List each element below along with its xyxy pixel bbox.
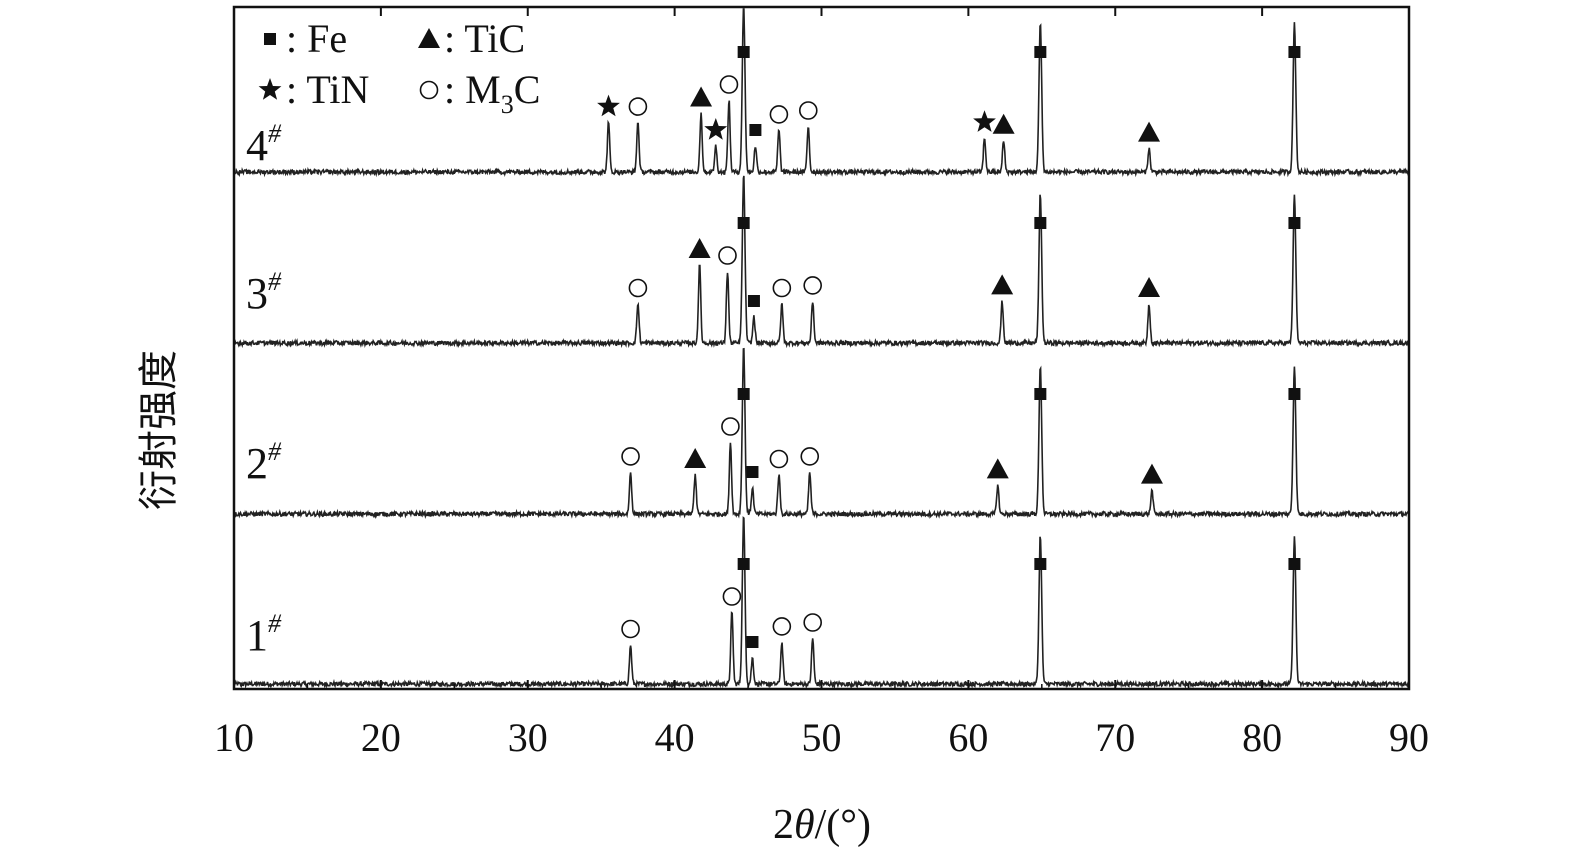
peak-marker-tic bbox=[1138, 277, 1161, 297]
legend-label-tail: C bbox=[514, 67, 541, 112]
trace-label-sup: # bbox=[268, 267, 282, 296]
trace-label: 3# bbox=[246, 267, 282, 318]
x-axis-label: 2θ/(°) bbox=[773, 802, 871, 848]
x-tick-label: 80 bbox=[1242, 715, 1282, 760]
x-tick-label: 10 bbox=[214, 715, 254, 760]
peak-marker-fe bbox=[1288, 388, 1301, 400]
peak-marker-m3c bbox=[721, 417, 740, 436]
peak-marker-m3c bbox=[621, 619, 640, 639]
trace-label-number: 3 bbox=[246, 269, 268, 318]
peak-marker-tic bbox=[1138, 121, 1161, 142]
trace-label-number: 2 bbox=[246, 439, 268, 488]
peak-marker-m3c bbox=[621, 447, 640, 466]
peak-marker-m3c bbox=[718, 246, 737, 265]
legend-label-text: : Fe bbox=[286, 16, 347, 61]
peak-marker-tic bbox=[986, 458, 1009, 479]
peak-marker-fe bbox=[737, 388, 750, 400]
peak-marker-tic bbox=[1140, 463, 1163, 484]
peak-marker-tin bbox=[597, 94, 620, 117]
peak-marker-m3c bbox=[769, 105, 789, 124]
peak-marker-tic bbox=[690, 86, 713, 107]
legend-triangle-icon bbox=[418, 28, 440, 48]
trace-label-number: 4 bbox=[246, 121, 268, 170]
legend-entry-label: : M3C bbox=[444, 67, 540, 119]
peak-marker-tic bbox=[684, 448, 707, 468]
peak-marker-fe bbox=[1288, 558, 1301, 570]
peak-marker-fe bbox=[1288, 46, 1301, 58]
y-axis-label: 衍射强度 bbox=[136, 350, 182, 510]
peak-marker-fe bbox=[1034, 217, 1047, 229]
legend-entry-label: : TiC bbox=[444, 16, 525, 61]
peak-marker-m3c bbox=[628, 278, 648, 298]
peak-marker-fe bbox=[746, 636, 759, 648]
trace-label-sup: # bbox=[268, 437, 282, 466]
trace-1 bbox=[233, 516, 1410, 690]
legend-label-subscript: 3 bbox=[501, 90, 514, 119]
x-tick-label: 60 bbox=[948, 715, 988, 760]
peak-marker-fe bbox=[737, 46, 750, 58]
peak-marker-fe bbox=[737, 558, 750, 570]
x-axis-label-symbol: θ bbox=[794, 802, 815, 848]
peak-marker-m3c bbox=[628, 97, 648, 116]
x-tick-label: 90 bbox=[1389, 715, 1429, 760]
x-axis-ticks: 10 20 30 40 50 60 70 80 90 bbox=[214, 7, 1429, 760]
x-tick-label: 30 bbox=[508, 715, 548, 760]
peak-marker-fe bbox=[1034, 558, 1047, 570]
peak-marker-tic bbox=[992, 113, 1015, 134]
peak-marker-tin bbox=[704, 118, 728, 140]
legend-entry-label: : Fe bbox=[286, 16, 347, 61]
trace-label: 2# bbox=[246, 437, 282, 488]
peak-marker-m3c bbox=[772, 278, 792, 298]
trace-label: 1# bbox=[246, 609, 282, 660]
peak-marker-fe bbox=[1288, 217, 1301, 229]
legend-entry-label: : TiN bbox=[286, 67, 369, 112]
peak-marker-fe bbox=[1034, 46, 1047, 58]
legend-label-text: : M bbox=[444, 67, 501, 112]
legend-label-text: : TiC bbox=[444, 16, 525, 61]
trace-labels: 1#2#3#4# bbox=[246, 119, 282, 660]
trace-label-sup: # bbox=[268, 119, 282, 148]
peak-marker-fe bbox=[747, 295, 760, 307]
peak-marker-m3c bbox=[772, 617, 792, 636]
legend-square-icon bbox=[264, 33, 276, 45]
legend-star-icon bbox=[258, 78, 282, 100]
peak-marker-m3c bbox=[798, 101, 818, 120]
peak-marker-m3c bbox=[769, 449, 789, 469]
peak-marker-fe bbox=[737, 217, 750, 229]
plot-frame bbox=[232, 5, 1411, 691]
svg-text:2θ/(°): 2θ/(°) bbox=[773, 802, 871, 848]
trace-label-sup: # bbox=[268, 609, 282, 638]
peak-marker-m3c bbox=[800, 447, 820, 466]
peak-marker-fe bbox=[746, 466, 759, 478]
x-tick-label: 20 bbox=[361, 715, 401, 760]
x-tick-label: 70 bbox=[1095, 715, 1135, 760]
traces-layer bbox=[233, 8, 1410, 690]
x-tick-label: 40 bbox=[655, 715, 695, 760]
x-axis-label-suffix: /(°) bbox=[815, 802, 871, 848]
legend-label-text: : TiN bbox=[286, 67, 369, 112]
peak-marker-m3c bbox=[803, 613, 822, 632]
peak-marker-fe bbox=[1034, 388, 1047, 400]
legend-circle-icon bbox=[419, 80, 439, 100]
x-tick-label: 50 bbox=[802, 715, 842, 760]
peak-marker-m3c bbox=[719, 75, 739, 94]
trace-4 bbox=[233, 8, 1410, 178]
trace-2 bbox=[233, 347, 1410, 520]
peak-marker-fe bbox=[749, 124, 762, 136]
trace-3 bbox=[233, 175, 1410, 349]
x-axis-label-prefix: 2 bbox=[773, 802, 794, 848]
trace-label: 4# bbox=[246, 119, 282, 170]
peak-marker-m3c bbox=[722, 587, 742, 606]
peak-marker-tic bbox=[688, 238, 711, 258]
phase-markers-layer bbox=[597, 46, 1301, 648]
peak-marker-m3c bbox=[803, 276, 822, 295]
legend: : Fe : TiC : TiN : M3C bbox=[258, 16, 540, 119]
peak-marker-tic bbox=[991, 274, 1014, 295]
peak-marker-tin bbox=[973, 110, 996, 132]
trace-label-number: 1 bbox=[246, 611, 268, 660]
